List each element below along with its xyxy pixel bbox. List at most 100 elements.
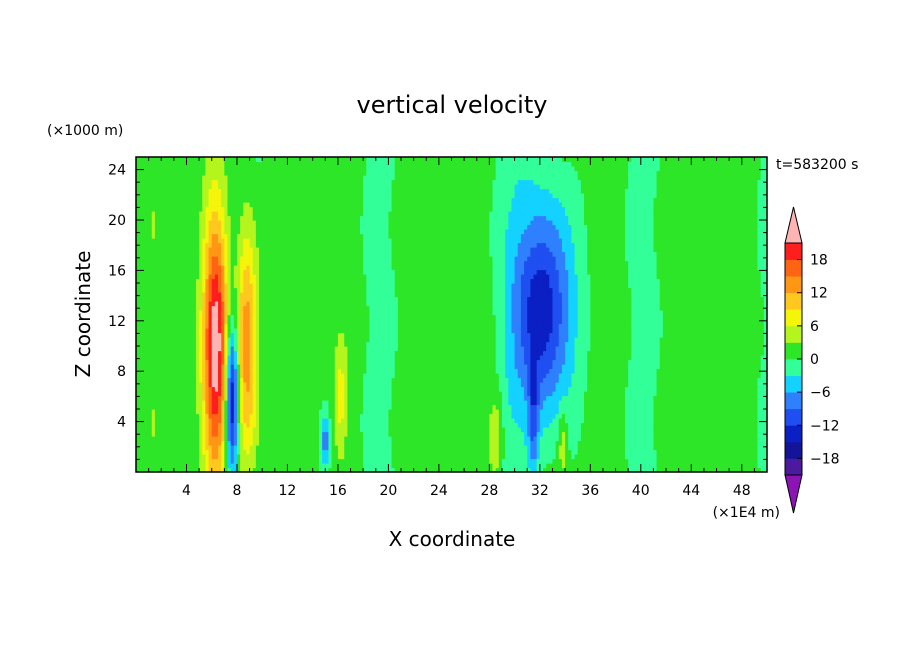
field-cell <box>410 440 415 446</box>
field-cell <box>628 445 632 451</box>
field-cell <box>265 467 270 472</box>
field-cell <box>230 458 235 464</box>
field-cell <box>287 454 292 460</box>
field-cell <box>672 449 677 455</box>
field-cell <box>593 440 598 446</box>
field-cell <box>552 449 557 455</box>
field-cell <box>621 445 626 451</box>
field-cell <box>501 449 506 455</box>
field-cell <box>476 467 481 472</box>
field-cell <box>265 445 270 451</box>
field-cell <box>300 463 304 469</box>
field-cell <box>460 440 465 446</box>
field-cell <box>214 449 219 455</box>
field-cell <box>281 440 285 446</box>
field-cell <box>271 449 276 455</box>
field-cell <box>703 458 708 464</box>
field-cell <box>697 463 702 469</box>
field-cell <box>274 449 279 455</box>
field-cell <box>738 463 743 469</box>
field-cell <box>565 440 569 446</box>
field-cell <box>486 440 490 446</box>
field-cell <box>483 463 487 469</box>
field-cell <box>445 463 449 469</box>
field-cell <box>211 463 216 469</box>
field-cell <box>404 454 408 460</box>
field-cell <box>293 463 298 469</box>
field-cell <box>224 440 229 446</box>
field-cell <box>401 445 405 451</box>
field-cell <box>391 440 396 446</box>
field-cell <box>505 449 509 455</box>
field-cell <box>489 440 494 446</box>
field-cell <box>183 440 188 446</box>
field-cell <box>473 440 478 446</box>
field-cell <box>208 467 213 472</box>
field-cell <box>542 458 547 464</box>
field-cell <box>606 440 610 446</box>
field-cell <box>612 454 617 460</box>
field-cell <box>284 458 289 464</box>
field-cell <box>271 445 276 451</box>
field-cell <box>211 449 216 455</box>
field-cell <box>659 449 664 455</box>
field-cell <box>388 445 393 451</box>
field-cell <box>637 445 642 451</box>
field-cell <box>202 467 206 472</box>
field-cell <box>309 463 314 469</box>
field-cell <box>265 454 270 460</box>
field-cell <box>192 440 197 446</box>
field-cell <box>186 440 191 446</box>
field-cell <box>520 454 525 460</box>
field-cell <box>435 458 440 464</box>
field-cell <box>325 458 330 464</box>
field-cell <box>240 467 244 472</box>
field-cell <box>577 467 582 472</box>
field-cell <box>483 467 487 472</box>
field-cell <box>722 449 727 455</box>
field-cell <box>647 445 651 451</box>
field-cell <box>612 467 617 472</box>
field-cell <box>568 454 572 460</box>
field-cell <box>533 449 538 455</box>
field-cell <box>489 467 494 472</box>
field-cell <box>549 454 554 460</box>
field-cell <box>577 458 582 464</box>
field-cell <box>593 467 598 472</box>
field-cell <box>397 449 402 455</box>
field-cell <box>460 467 465 472</box>
field-cell <box>353 463 358 469</box>
field-cell <box>568 440 572 446</box>
field-cell <box>694 449 699 455</box>
field-cell <box>388 463 393 469</box>
field-cell <box>385 463 389 469</box>
field-cell <box>189 445 194 451</box>
field-cell <box>631 467 636 472</box>
field-cell <box>694 445 699 451</box>
field-cell <box>517 440 522 446</box>
field-cell <box>681 440 686 446</box>
field-cell <box>492 445 497 451</box>
field-cell <box>243 454 248 460</box>
field-cell <box>725 454 730 460</box>
field-cell <box>306 454 311 460</box>
field-cell <box>252 463 257 469</box>
field-cell <box>328 449 333 455</box>
field-cell <box>751 463 755 469</box>
field-cell <box>199 467 203 472</box>
field-cell <box>713 454 718 460</box>
field-cell <box>713 463 718 469</box>
field-cell <box>337 458 342 464</box>
field-cell <box>748 458 752 464</box>
field-cell <box>691 458 696 464</box>
field-cell <box>284 463 289 469</box>
field-cell <box>252 445 257 451</box>
field-cell <box>318 454 323 460</box>
field-cell <box>391 454 396 460</box>
field-cell <box>164 449 169 455</box>
field-cell <box>536 458 541 464</box>
field-cell <box>334 463 339 469</box>
field-cell <box>331 454 336 460</box>
field-cell <box>483 454 487 460</box>
field-cell <box>741 454 746 460</box>
